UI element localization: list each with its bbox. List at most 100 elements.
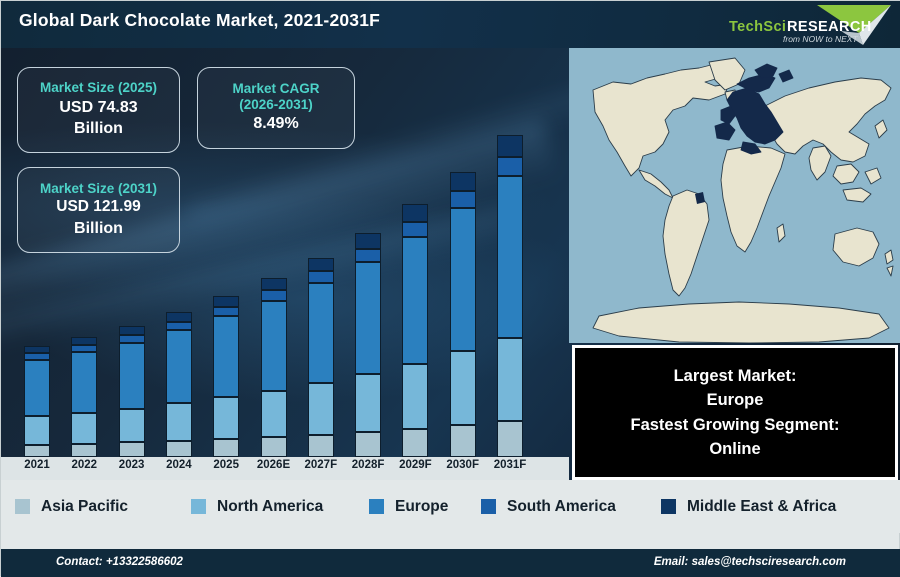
bar-segment-north-america [24,415,50,445]
x-axis-label-2021: 2021 [24,459,50,471]
bar-segment-middle-east-africa [24,345,50,354]
legend-label: South America [507,497,616,515]
bar-segment-asia-pacific [213,438,240,457]
stat-value: USD 74.83 [59,98,138,116]
x-axis-label-2030F: 2030F [446,459,479,471]
bar-segment-europe [260,300,287,391]
x-axis-label-2024: 2024 [166,459,192,471]
header-bar: Global Dark Chocolate Market, 2021-2031F… [1,1,900,48]
bar-2023 [118,326,145,457]
bar-segment-asia-pacific [449,424,476,457]
legend-label: Middle East & Africa [687,497,837,515]
bar-segment-asia-pacific [71,443,98,457]
bar-2031F [497,135,523,457]
legend-item-europe[interactable]: Europe [369,498,448,516]
legend-item-south-america[interactable]: South America [481,498,616,516]
stat-label: Market Size (2031) [39,180,158,196]
legend-swatch [15,499,30,514]
bar-2028F [355,233,382,457]
bar-segment-south-america [165,321,192,331]
largest-market-value: Europe [706,391,764,410]
bar-segment-middle-east-africa [497,135,523,158]
bar-segment-north-america [165,403,192,441]
bar-segment-north-america [307,383,334,435]
bar-segment-europe [24,359,50,416]
bar-segment-europe [165,330,192,404]
bar-segment-south-america [307,271,334,284]
key-insights-box: Largest Market: Europe Fastest Growing S… [572,345,898,480]
stat-label-period: (2026-2031) [239,97,313,113]
x-axis-label-2029F: 2029F [399,459,432,471]
bar-segment-europe [497,176,523,338]
bar-segment-asia-pacific [118,442,145,457]
bar-segment-south-america [24,353,50,360]
largest-market-label: Largest Market: [673,367,797,385]
footer-email: Email: sales@techsciresearch.com [653,556,846,568]
footer-bar: Contact: +13322586602 Email: sales@techs… [1,549,900,577]
bar-segment-south-america [497,157,523,176]
bar-segment-middle-east-africa [260,278,287,291]
legend-item-asia-pacific[interactable]: Asia Pacific [15,498,128,516]
stat-value-unit: Billion [74,219,123,237]
stat-label: Market Size (2025) [39,80,158,96]
bar-segment-north-america [355,374,382,432]
bar-segment-north-america [71,412,98,444]
bar-2029F [402,204,429,457]
bar-segment-asia-pacific [165,440,192,457]
bar-segment-south-america [118,335,145,343]
techsci-research-logo: TechSci RESEARCH from NOW to NEXT [721,3,893,47]
bar-segment-europe [71,352,98,413]
stat-card-market-size-2031: Market Size (2031) USD 121.99 Billion [17,167,180,253]
bar-segment-europe [213,316,240,398]
world-map [569,48,900,343]
bar-2026E [260,278,287,457]
bar-2021 [24,345,50,457]
bar-segment-middle-east-africa [118,326,145,336]
legend-swatch [191,499,206,514]
x-axis-label-2027F: 2027F [304,459,338,471]
bar-segment-middle-east-africa [165,311,192,322]
bar-segment-south-america [402,221,429,237]
svg-text:from NOW to NEXT: from NOW to NEXT [783,34,858,44]
x-axis-band [1,457,569,480]
bar-segment-south-america [449,190,476,208]
bar-segment-europe [118,342,145,409]
stat-label: Market CAGR [232,81,320,97]
legend-label: North America [217,497,324,515]
bar-segment-south-america [71,345,98,353]
x-axis-label-2025: 2025 [213,459,239,471]
footer-contact: Contact: +13322586602 [56,556,183,568]
chart-legend: Asia Pacific North America Europe South Ame… [1,480,900,533]
stat-value-unit: Billion [74,120,123,138]
fastest-segment-label: Fastest Growing Segment: [630,415,840,434]
stat-value: USD 121.99 [56,197,141,215]
page-title: Global Dark Chocolate Market, 2021-2031F [19,10,381,30]
stat-card-market-size-2025: Market Size (2025) USD 74.83 Billion [17,67,180,153]
bar-2022 [71,337,98,457]
stat-value: 8.49% [253,115,299,133]
legend-label: Asia Pacific [41,497,129,515]
bar-segment-south-america [213,306,240,317]
bar-segment-asia-pacific [260,436,287,457]
legend-label: Europe [395,497,449,515]
bar-segment-asia-pacific [355,431,382,457]
bar-segment-north-america [497,337,523,421]
x-axis-label-2028F: 2028F [351,459,385,471]
x-axis-label-2026E: 2026E [256,459,291,471]
bar-segment-middle-east-africa [402,204,429,222]
svg-text:TechSci: TechSci [729,19,786,35]
bar-segment-middle-east-africa [355,233,382,249]
stat-card-market-cagr: Market CAGR (2026-2031) 8.49% [197,67,355,149]
bar-2024 [165,311,192,457]
x-axis-label-2022: 2022 [71,459,98,471]
bar-segment-europe [355,261,382,375]
bar-2025 [213,296,240,457]
bar-segment-middle-east-africa [449,171,476,191]
svg-text:RESEARCH: RESEARCH [787,19,872,35]
legend-item-middle-east-africa[interactable]: Middle East & Africa [661,498,836,516]
x-axis-label-2031F: 2031F [493,459,527,471]
bar-segment-europe [307,283,334,384]
bar-segment-asia-pacific [24,444,50,457]
legend-item-north-america[interactable]: North America [191,498,323,516]
